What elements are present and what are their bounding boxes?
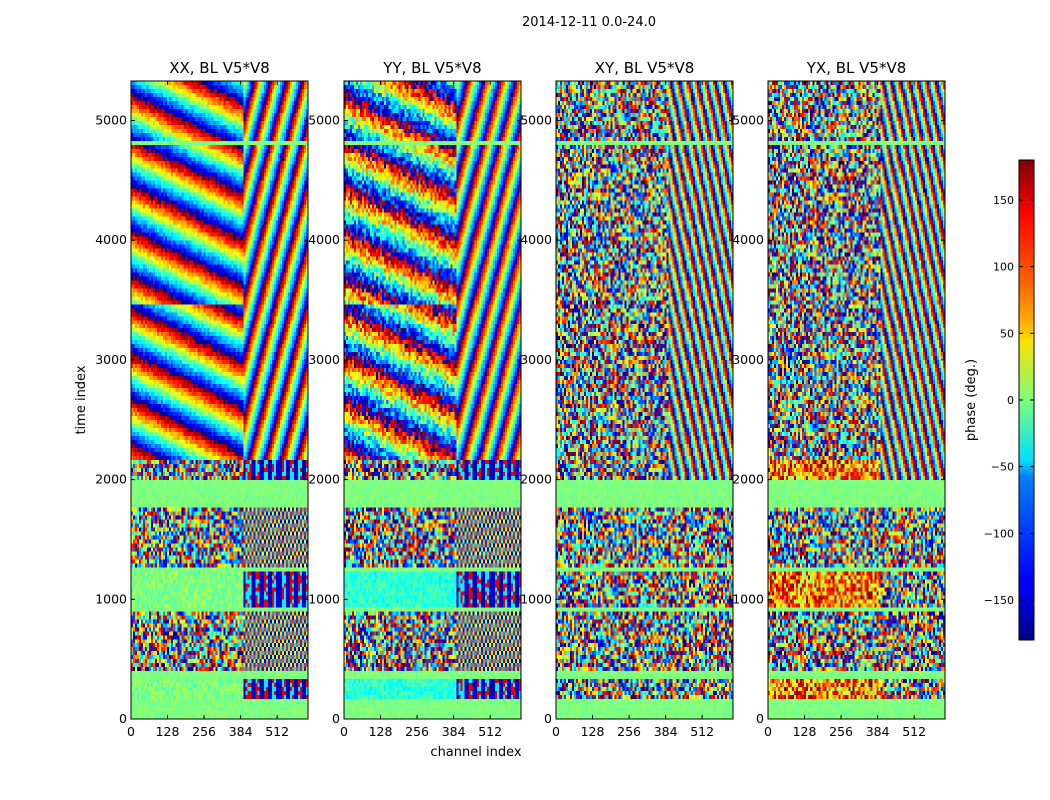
y-tick-label: 0 [756, 711, 764, 726]
colorbar-tick-label: 0 [1007, 394, 1014, 407]
y-tick-label: 5000 [520, 113, 552, 128]
x-tick-label: 0 [127, 724, 135, 739]
colorbar-tick-label: 100 [993, 261, 1014, 274]
x-tick-label: 384 [229, 724, 253, 739]
colorbar-tick-label: 150 [993, 194, 1014, 207]
heatmap-image [131, 81, 308, 719]
y-tick-label: 3000 [308, 352, 340, 367]
panel-frame [130, 80, 309, 720]
y-tick-label: 1000 [308, 591, 340, 606]
y-tick-label: 0 [119, 711, 127, 726]
x-tick-label: 0 [340, 724, 348, 739]
x-tick-label: 128 [156, 724, 180, 739]
y-tick-label: 2000 [308, 472, 340, 487]
colorbar: 150 100 50 0 −50 −100 −150 phase (deg.) [964, 159, 1035, 641]
heatmap-image [344, 81, 521, 719]
x-tick-label: 256 [829, 724, 853, 739]
x-tick-label: 0 [552, 724, 560, 739]
panel-xx: XX, BL V5*V8 0 128 256 384 512 0 1000 2000 3000 40… [95, 59, 309, 739]
colorbar-label: phase (deg.) [964, 359, 979, 441]
heatmap-image [556, 81, 733, 719]
x-tick-label: 384 [654, 724, 678, 739]
x-tick-label: 512 [690, 724, 714, 739]
y-tick-label: 1000 [732, 591, 764, 606]
x-tick-label: 128 [793, 724, 817, 739]
y-tick-label: 1000 [95, 591, 127, 606]
panels-group: XX, BL V5*V8 0 128 256 384 512 0 1000 2000 3000 40… [95, 59, 946, 739]
colorbar-tick-label: −50 [991, 461, 1014, 474]
y-tick-label: 3000 [520, 352, 552, 367]
x-tick-label: 512 [902, 724, 926, 739]
colorbar-tick-label: 50 [1000, 327, 1014, 340]
y-tick-label: 0 [332, 711, 340, 726]
colorbar-tick-label: −100 [984, 527, 1014, 540]
y-tick-label: 4000 [95, 232, 127, 247]
colorbar-ticks: 150 100 50 0 −50 −100 −150 [984, 194, 1034, 607]
panel-frame [767, 80, 946, 720]
x-tick-label: 512 [478, 724, 502, 739]
heatmap-image [768, 81, 945, 719]
y-tick-label: 4000 [732, 232, 764, 247]
y-axis-label: time index [74, 365, 89, 434]
x-tick-label: 128 [581, 724, 605, 739]
panel-frame [555, 80, 734, 720]
y-tick-label: 4000 [308, 232, 340, 247]
x-tick-label: 0 [764, 724, 772, 739]
panel-yx: YX, BL V5*V8 0 128 256 384 512 0 1000 2000 3000 40… [732, 59, 946, 739]
x-tick-label: 512 [265, 724, 289, 739]
y-tick-label: 1000 [520, 591, 552, 606]
colorbar-tick-label: −150 [984, 594, 1014, 607]
x-tick-label: 256 [405, 724, 429, 739]
y-tick-label: 2000 [520, 472, 552, 487]
y-tick-label: 5000 [308, 113, 340, 128]
y-tick-label: 3000 [95, 352, 127, 367]
x-tick-label: 256 [617, 724, 641, 739]
panel-xy: XY, BL V5*V8 0 128 256 384 512 0 1000 2000 3000 40… [520, 59, 734, 739]
panel-frame [343, 80, 522, 720]
y-tick-label: 2000 [95, 472, 127, 487]
y-tick-label: 4000 [520, 232, 552, 247]
panel-title: XY, BL V5*V8 [595, 59, 695, 77]
x-axis-label: channel index [430, 745, 521, 760]
x-tick-label: 384 [442, 724, 466, 739]
panel-yy: YY, BL V5*V8 0 128 256 384 512 0 1000 2000 3000 40… [308, 59, 522, 739]
panel-title: XX, BL V5*V8 [169, 59, 270, 77]
panel-title: YY, BL V5*V8 [382, 59, 481, 77]
y-tick-label: 5000 [95, 113, 127, 128]
y-tick-label: 0 [544, 711, 552, 726]
x-tick-label: 384 [866, 724, 890, 739]
panel-title: YX, BL V5*V8 [806, 59, 907, 77]
y-tick-label: 3000 [732, 352, 764, 367]
x-tick-label: 128 [369, 724, 393, 739]
x-tick-label: 256 [192, 724, 216, 739]
y-tick-label: 2000 [732, 472, 764, 487]
figure-title: 2014-12-11 0.0-24.0 [522, 15, 656, 30]
y-tick-label: 5000 [732, 113, 764, 128]
